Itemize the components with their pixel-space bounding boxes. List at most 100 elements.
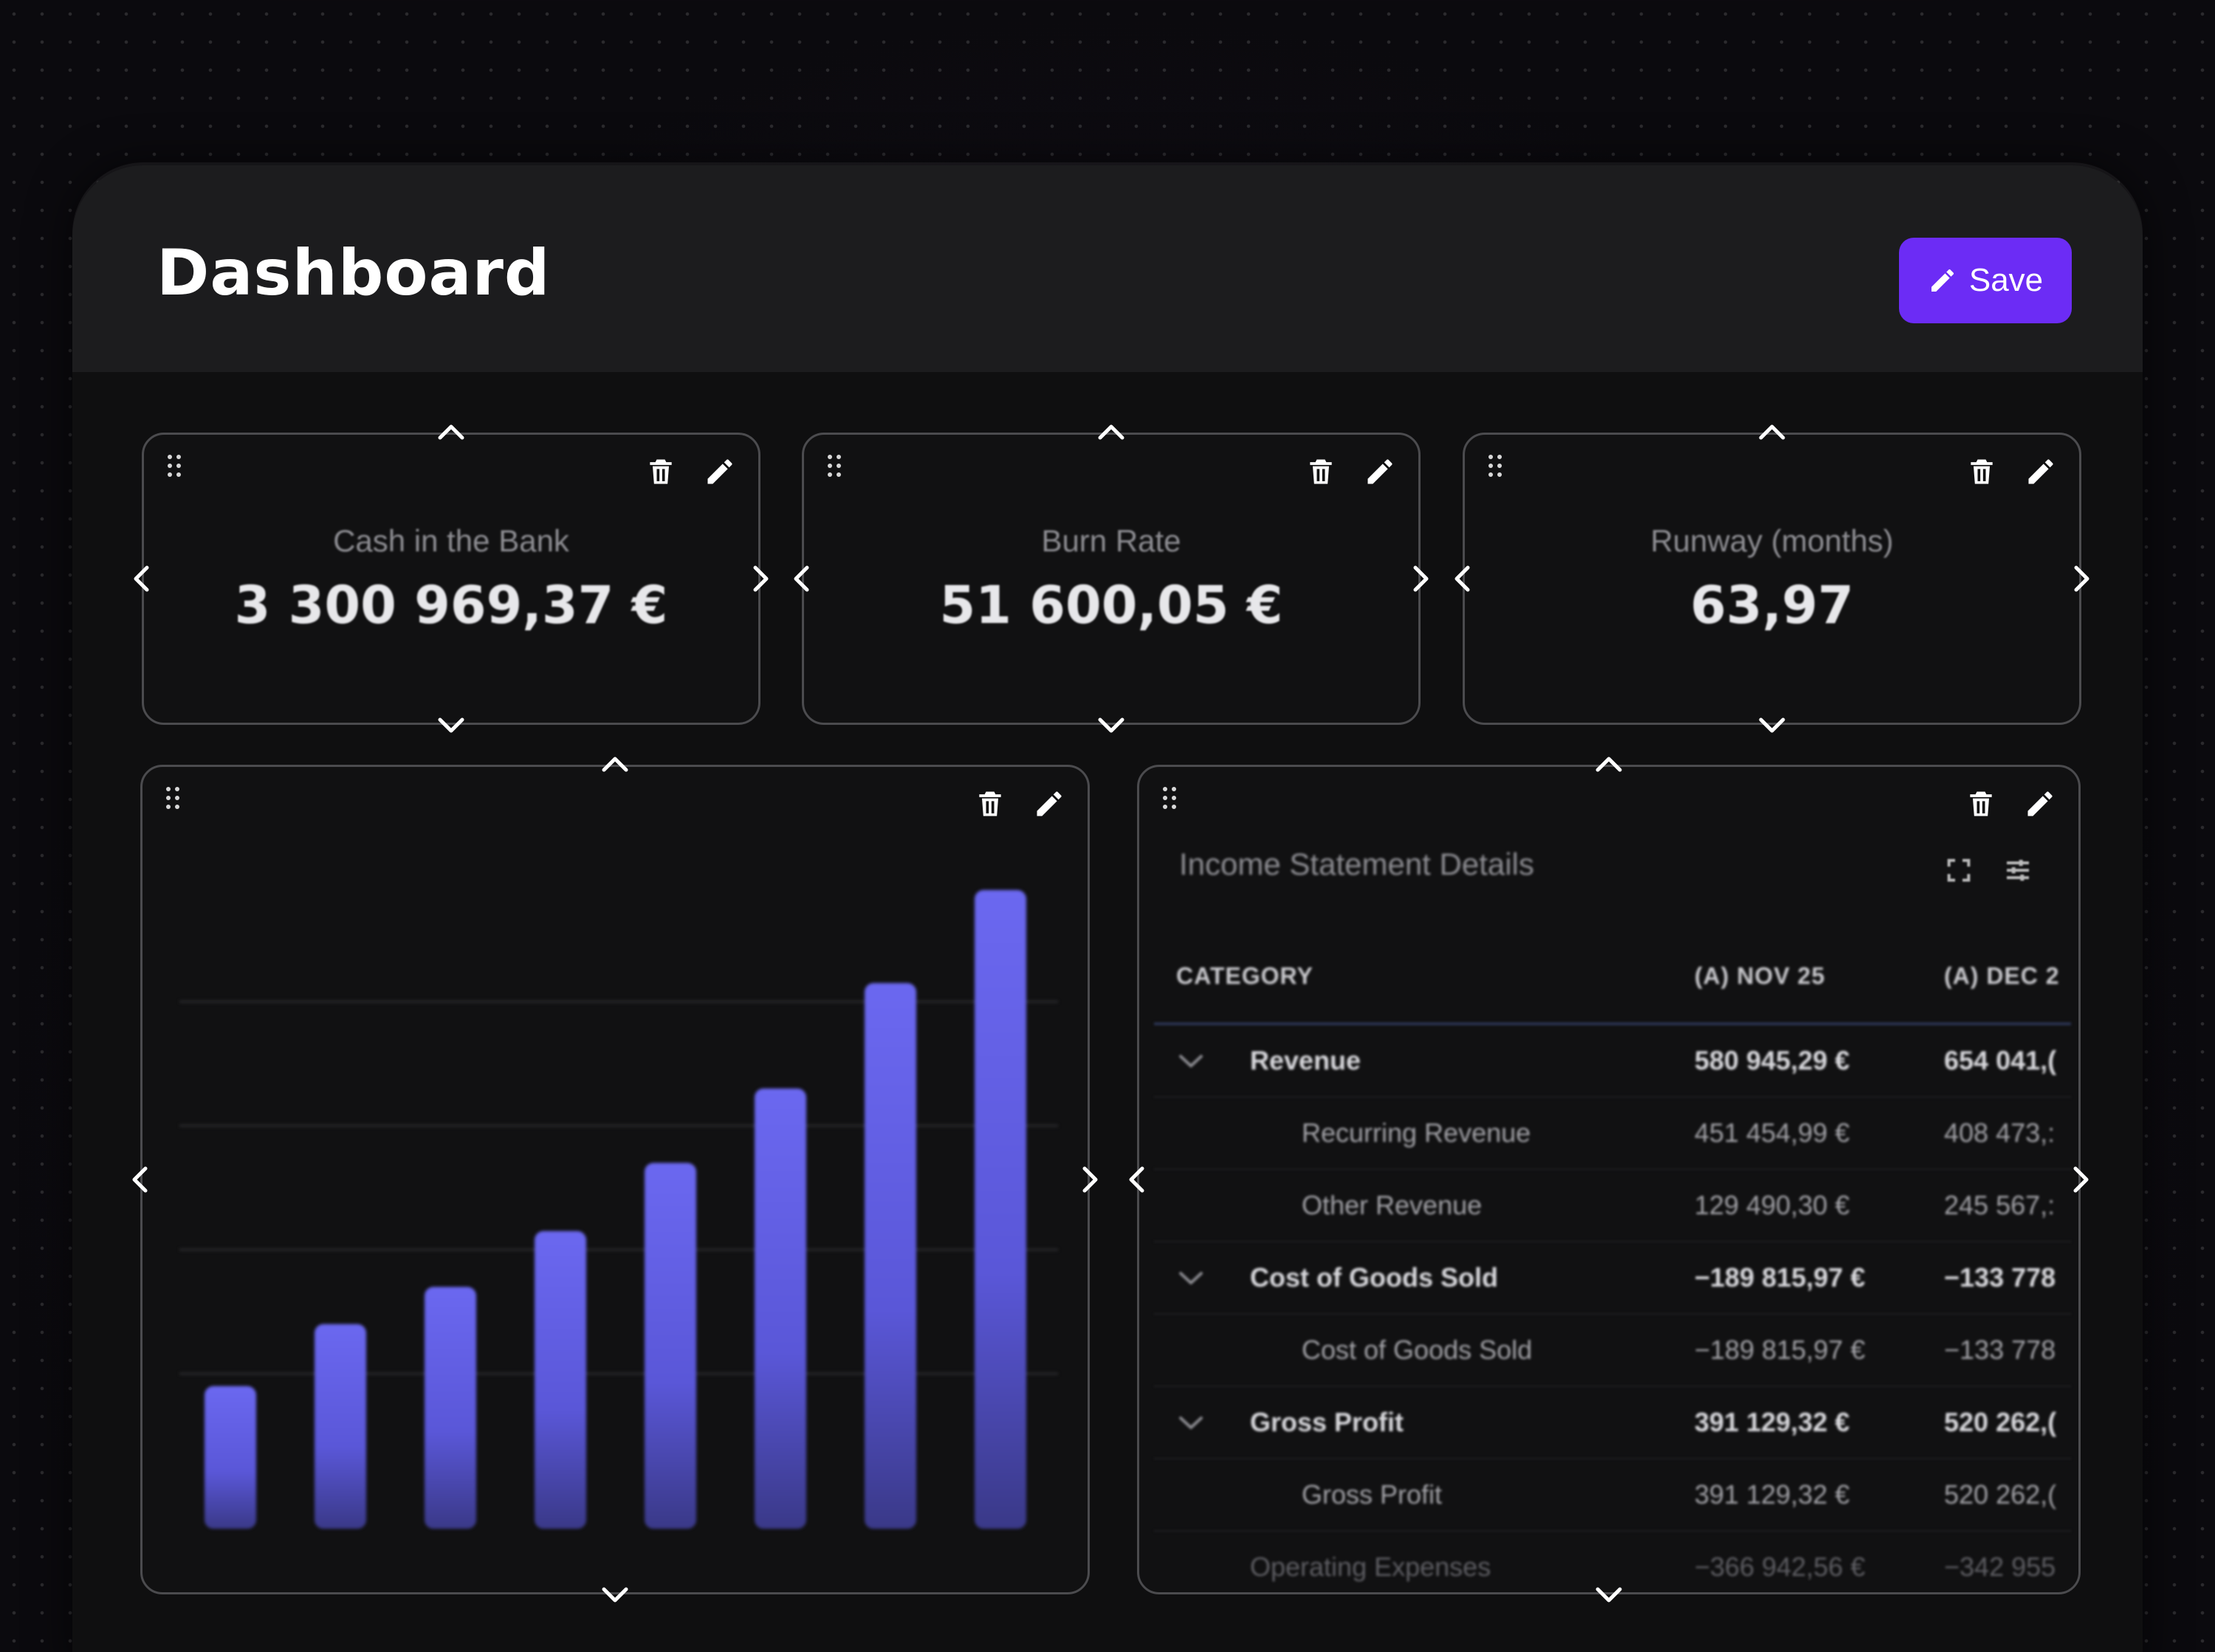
save-button[interactable]: Save	[1899, 238, 2072, 323]
widget-actions	[974, 788, 1065, 820]
kpi-label: Burn Rate	[1041, 523, 1181, 558]
pencil-icon[interactable]	[2024, 788, 2056, 820]
table-title: Income Statement Details	[1179, 847, 1534, 881]
kpi-value: 63,97	[1690, 575, 1854, 636]
trash-icon[interactable]	[1305, 455, 1337, 488]
kpi-widget-cash[interactable]: Cash in the Bank 3 300 969,37 €	[142, 433, 760, 725]
table-row: Cost of Goods Sold −189 815,97 € −133 778	[1154, 1315, 2071, 1387]
cell-category: Other Revenue	[1302, 1190, 1483, 1220]
pencil-icon[interactable]	[1033, 788, 1065, 820]
sliders-icon[interactable]	[2003, 856, 2033, 885]
chart-widget[interactable]	[140, 765, 1090, 1594]
cell-nov: −189 815,97 €	[1694, 1262, 1866, 1293]
cell-category: Operating Expenses	[1250, 1552, 1491, 1582]
table-row: Other Revenue 129 490,30 € 245 567,:	[1154, 1170, 2071, 1242]
cell-nov: 391 129,32 €	[1694, 1407, 1850, 1437]
page-title: Dashboard	[157, 236, 551, 310]
cell-dec: 408 473,:	[1944, 1118, 2056, 1148]
expand-icon[interactable]	[1944, 856, 1974, 885]
kpi-value: 3 300 969,37 €	[234, 575, 668, 636]
pencil-icon[interactable]	[2025, 455, 2057, 488]
resize-down-icon[interactable]	[598, 1577, 632, 1611]
chevron-down-icon[interactable]	[1176, 1049, 1206, 1073]
cell-nov: 451 454,99 €	[1694, 1118, 1850, 1148]
cell-category: Cost of Goods Sold	[1250, 1262, 1498, 1293]
resize-left-icon[interactable]	[1446, 562, 1480, 596]
kpi-value: 51 600,05 €	[939, 575, 1283, 636]
resize-down-icon[interactable]	[1755, 708, 1789, 742]
trash-icon[interactable]	[1965, 455, 1998, 488]
pencil-icon[interactable]	[704, 455, 736, 488]
drag-handle-icon[interactable]	[1161, 786, 1178, 810]
cell-category: Gross Profit	[1250, 1407, 1404, 1437]
dashboard-header: Dashboard Save	[72, 165, 2143, 372]
table-row: Recurring Revenue 451 454,99 € 408 473,:	[1154, 1098, 2071, 1170]
widget-actions	[645, 455, 736, 488]
kpi-widget-runway[interactable]: Runway (months) 63,97	[1463, 433, 2081, 725]
bar-7[interactable]	[975, 889, 1026, 1529]
widget-actions	[1305, 455, 1396, 488]
resize-down-icon[interactable]	[1094, 708, 1128, 742]
resize-up-icon[interactable]	[598, 748, 632, 782]
cell-category: Revenue	[1250, 1045, 1361, 1075]
trash-icon[interactable]	[974, 788, 1006, 820]
resize-right-icon[interactable]	[2064, 562, 2098, 596]
drag-handle-icon[interactable]	[826, 454, 842, 478]
column-header-category[interactable]: CATEGORY	[1176, 962, 1313, 989]
kpi-label: Runway (months)	[1650, 523, 1894, 558]
income-table: CATEGORY (A) NOV 25 (A) DEC 2 Revenue 580…	[1154, 929, 2071, 1592]
resize-up-icon[interactable]	[1094, 416, 1128, 450]
resize-up-icon[interactable]	[434, 416, 468, 450]
cell-category: Gross Profit	[1302, 1479, 1443, 1510]
resize-right-icon[interactable]	[2064, 1163, 2098, 1197]
table-row: Operating Expenses −366 942,56 € −342 955	[1154, 1532, 2071, 1592]
resize-up-icon[interactable]	[1592, 748, 1626, 782]
cell-nov: −189 815,97 €	[1694, 1335, 1866, 1365]
kpi-label: Cash in the Bank	[333, 523, 569, 558]
cell-nov: 391 129,32 €	[1694, 1479, 1850, 1510]
drag-handle-icon[interactable]	[1487, 454, 1503, 478]
kpi-widget-burn-rate[interactable]: Burn Rate 51 600,05 €	[802, 433, 1421, 725]
bar-4[interactable]	[645, 1163, 696, 1529]
table-row[interactable]: Gross Profit 391 129,32 € 520 262,(	[1154, 1387, 2071, 1459]
chevron-down-icon[interactable]	[1176, 1266, 1206, 1290]
table-row: Gross Profit 391 129,32 € 520 262,(	[1154, 1459, 2071, 1532]
bar-1[interactable]	[315, 1324, 366, 1529]
widget-actions	[1965, 455, 2057, 488]
resize-left-icon[interactable]	[123, 1163, 157, 1197]
pencil-icon[interactable]	[1364, 455, 1396, 488]
table-header-row: CATEGORY (A) NOV 25 (A) DEC 2	[1154, 929, 2071, 1025]
cell-dec: −342 955	[1944, 1552, 2056, 1582]
bar-3[interactable]	[535, 1231, 586, 1529]
cell-nov: −366 942,56 €	[1694, 1552, 1866, 1582]
cell-nov: 129 490,30 €	[1694, 1190, 1850, 1220]
resize-left-icon[interactable]	[785, 562, 819, 596]
pencil-icon	[1931, 269, 1954, 292]
resize-down-icon[interactable]	[434, 708, 468, 742]
table-row[interactable]: Revenue 580 945,29 € 654 041,(	[1154, 1025, 2071, 1098]
cell-dec: 245 567,:	[1944, 1190, 2056, 1220]
bar-5[interactable]	[755, 1088, 806, 1529]
income-statement-widget[interactable]: Income Statement Details CATEGORY (A) NO…	[1137, 765, 2081, 1594]
drag-handle-icon[interactable]	[166, 454, 182, 478]
resize-right-icon[interactable]	[1073, 1163, 1107, 1197]
resize-left-icon[interactable]	[1120, 1163, 1154, 1197]
cell-dec: 654 041,(	[1944, 1045, 2057, 1075]
chevron-down-icon[interactable]	[1176, 1411, 1206, 1434]
bar-0[interactable]	[205, 1386, 256, 1529]
column-header-dec[interactable]: (A) DEC 2	[1944, 962, 2060, 989]
resize-right-icon[interactable]	[1404, 562, 1438, 596]
widget-actions	[1965, 788, 2056, 820]
bar-6[interactable]	[865, 982, 916, 1529]
resize-left-icon[interactable]	[125, 562, 159, 596]
resize-down-icon[interactable]	[1592, 1577, 1626, 1611]
table-row[interactable]: Cost of Goods Sold −189 815,97 € −133 778	[1154, 1242, 2071, 1315]
cell-category: Recurring Revenue	[1302, 1118, 1531, 1148]
trash-icon[interactable]	[645, 455, 677, 488]
resize-up-icon[interactable]	[1755, 416, 1789, 450]
bar-2[interactable]	[425, 1287, 476, 1529]
trash-icon[interactable]	[1965, 788, 1997, 820]
drag-handle-icon[interactable]	[165, 786, 181, 810]
resize-right-icon[interactable]	[744, 562, 777, 596]
column-header-nov[interactable]: (A) NOV 25	[1694, 962, 1826, 989]
